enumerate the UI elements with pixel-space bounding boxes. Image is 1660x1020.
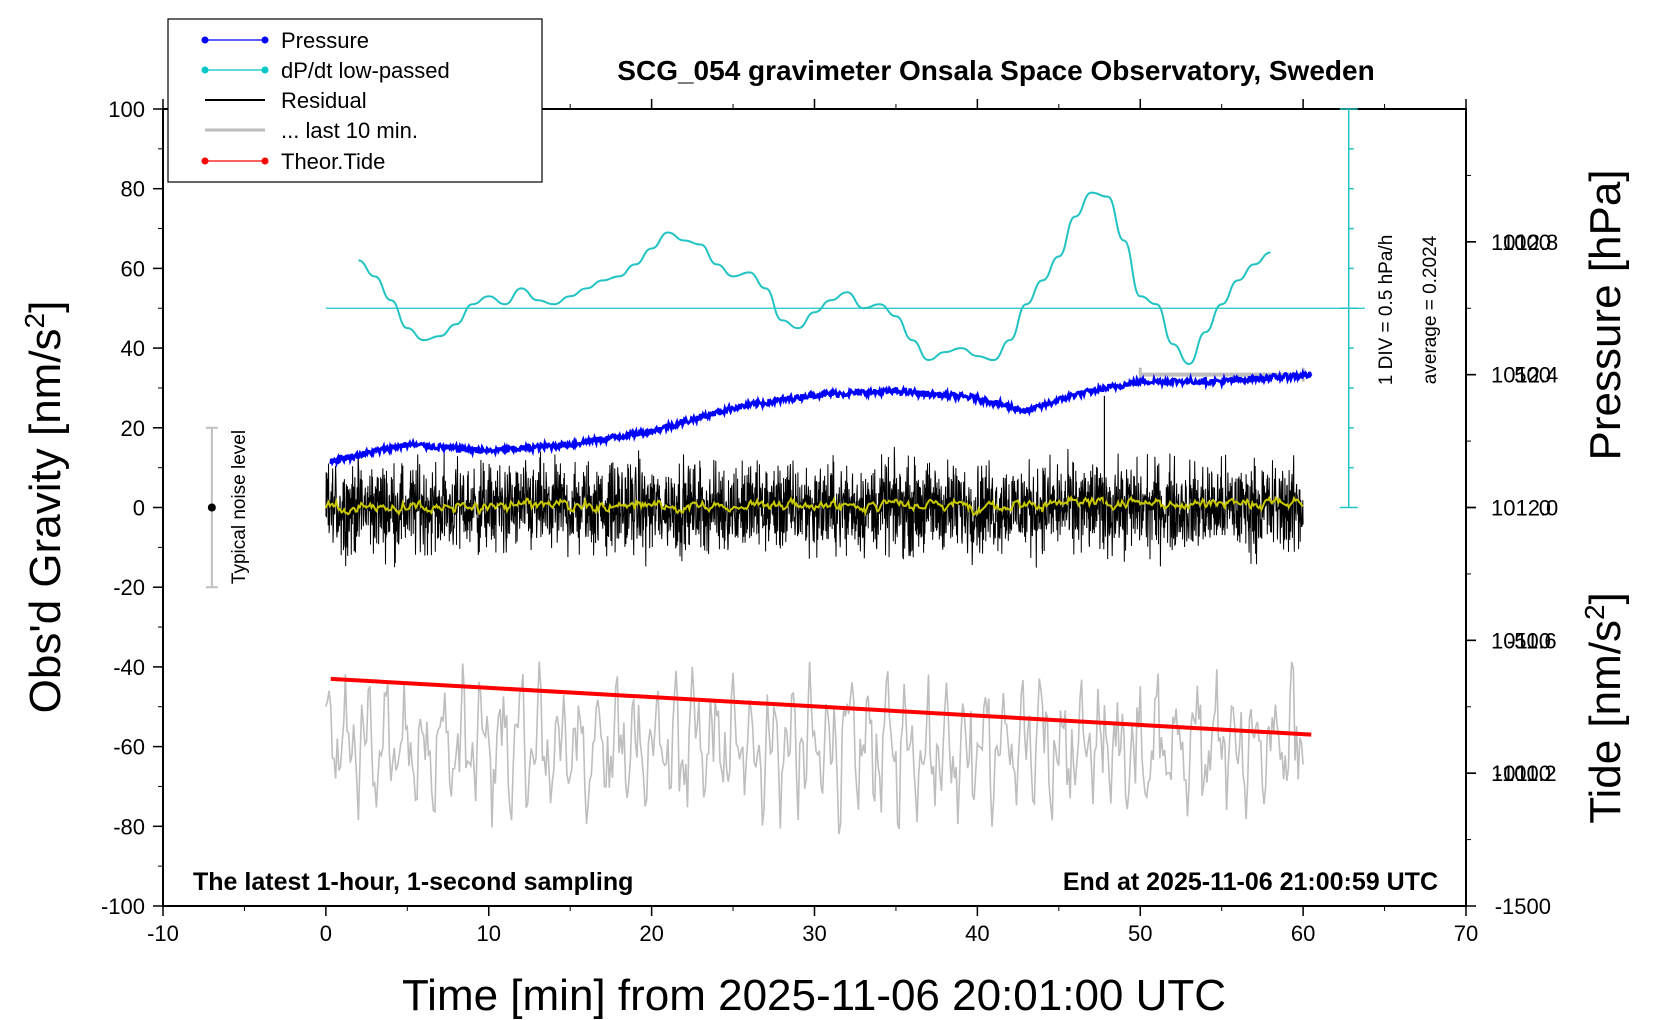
pressure-tick-label: 1012.0 [1491, 496, 1558, 521]
tide-tick-label: -1500 [1495, 894, 1551, 919]
y-axis-label-tide: Tide [nm/s2] [1579, 592, 1630, 824]
noise-level-label: Typical noise level [229, 430, 250, 584]
dpdt-scale-axis [325, 108, 1366, 509]
legend-label: Theor.Tide [281, 149, 385, 174]
y-tick-label: 60 [121, 256, 145, 281]
chart-title: SCG_054 gravimeter Onsala Space Observat… [617, 55, 1374, 86]
x-tick-label: 50 [1128, 921, 1152, 946]
y-tick-label: 80 [121, 177, 145, 202]
legend-item-last10: ... last 10 min. [205, 118, 418, 143]
legend-label: Residual [281, 88, 367, 113]
axis-ticks: -10 0 10 20 30 40 50 60 70-100-80-60-40-20020406… [101, 97, 1558, 946]
y-axis-label-left: Obs'd Gravity [nm/s2] [19, 301, 70, 714]
pressure-series-line [329, 368, 1313, 468]
pressure-tick-label: 1011.2 [1491, 761, 1557, 786]
series-layer [205, 191, 1313, 835]
y-tick-label: -80 [113, 814, 145, 839]
y-tick-label: 100 [108, 97, 145, 122]
y-tick-label: -20 [113, 575, 145, 600]
y-tick-label: 0 [133, 496, 145, 521]
tide-tick-label: -1000 [1495, 761, 1551, 786]
last10-series-line [325, 661, 1304, 835]
legend-item-residual: Residual [205, 88, 367, 113]
tide-tick-label: -500 [1507, 628, 1551, 653]
tide-tick-label: 0 [1539, 496, 1551, 521]
y-tick-label: -100 [101, 894, 145, 919]
tide-series-line [330, 676, 1312, 737]
noise-level-point [207, 503, 216, 512]
legend-label: dP/dt low-passed [281, 58, 450, 83]
annotation-bottom-left: The latest 1-hour, 1-second sampling [193, 868, 633, 896]
y-axis-label-pressure: Pressure [hPa] [1581, 169, 1630, 460]
dpdt-series-line [358, 191, 1271, 366]
x-tick-label: 0 [320, 921, 332, 946]
tide-tick-label: 500 [1514, 363, 1551, 388]
y-tick-label: 20 [121, 416, 145, 441]
pressure-tick-label: 1011.6 [1491, 628, 1557, 653]
div-label: 1 DIV = 0.5 hPa/h [1376, 235, 1397, 386]
x-tick-label: 60 [1291, 921, 1315, 946]
x-tick-label: 70 [1454, 921, 1478, 946]
annotation-bottom-right: End at 2025-11-06 21:00:59 UTC [1063, 868, 1438, 896]
pressure-tick-label: 1012.4 [1491, 363, 1558, 388]
legend-item-dpdt: dP/dt low-passed [201, 58, 450, 83]
y-tick-label: 40 [121, 336, 145, 361]
average-label: average = 0.2024 [1420, 235, 1441, 384]
y-tick-label: -60 [113, 735, 145, 760]
legend: Pressure dP/dt low-passed Residual ... l… [167, 18, 543, 183]
x-tick-label: -10 [147, 921, 179, 946]
legend-label: ... last 10 min. [281, 118, 418, 143]
legend-label: Pressure [281, 28, 369, 53]
tide-tick-label: 1000 [1502, 230, 1551, 255]
x-tick-label: 30 [802, 921, 826, 946]
x-tick-label: 40 [965, 921, 989, 946]
residual-series-line [325, 446, 1304, 568]
x-axis-label: Time [min] from 2025-11-06 20:01:00 UTC [402, 971, 1226, 1020]
x-tick-label: 20 [639, 921, 663, 946]
residual-smoothed-line [324, 494, 1304, 517]
pressure-tick-label: 1012.8 [1491, 230, 1558, 255]
noise-level-indicator [205, 426, 218, 589]
y-tick-label: -40 [113, 655, 145, 680]
x-tick-label: 10 [477, 921, 501, 946]
legend-item-pressure: Pressure [201, 28, 369, 53]
legend-item-tide: Theor.Tide [201, 149, 385, 174]
